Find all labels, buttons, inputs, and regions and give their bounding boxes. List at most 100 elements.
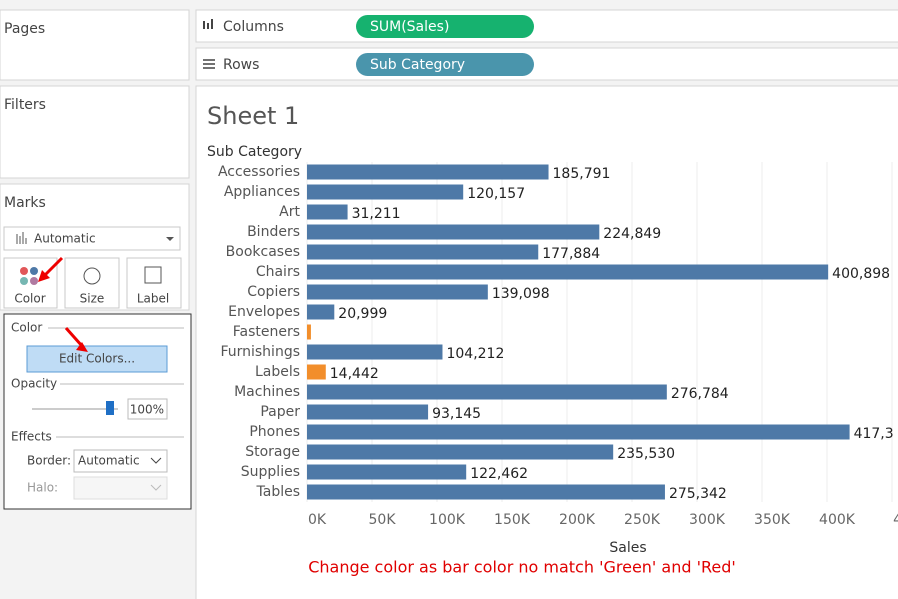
border-label: Border: [27,454,71,468]
value-label: 177,884 [542,246,600,262]
color-button[interactable] [3,257,58,309]
button-label: Color [14,292,45,306]
y-tick-label: Labels [255,364,300,380]
value-label: 93,145 [432,406,481,422]
value-label: 31,211 [352,206,401,222]
y-tick-label: Storage [245,444,300,460]
y-tick-label: Chairs [256,264,300,280]
value-label: 20,999 [338,306,387,322]
y-tick-label: Tables [256,484,301,500]
x-tick-label: 250K [624,512,661,528]
y-tick-label: Supplies [241,464,300,480]
border-dropdown[interactable] [73,449,168,473]
bar [307,424,850,440]
halo-dropdown [73,476,168,500]
border-value: Automatic [78,454,140,468]
sales-pill[interactable] [356,15,534,38]
y-tick-label: Paper [260,404,300,420]
section-title: Color [11,321,42,335]
button-label: Label [137,292,169,306]
sheet-title: Sheet 1 [207,102,299,130]
y-tick-label: Art [279,204,300,220]
icon [20,277,28,285]
plot: 0K 50K 100K 150K 200K 250K 300K 350K 400K 45 Acces… [218,162,898,528]
x-tick-label: 50K [369,512,397,528]
size-button[interactable] [64,257,120,309]
x-axis-title: Sales [609,540,646,556]
x-tick-label: 100K [429,512,466,528]
value-label: 104,212 [446,346,504,362]
icon [30,277,38,285]
pages-panel [0,9,190,81]
shelf-label: Columns [223,19,284,35]
icon [144,266,162,284]
mark-type: Automatic [34,232,96,246]
x-tick-label: 45 [893,512,898,528]
bar [307,344,443,360]
x-tick-label: 200K [559,512,596,528]
arrow [64,327,84,347]
icon [83,267,101,285]
dropdown-arrow [150,457,162,464]
y-tick-label: Bookcases [226,244,300,260]
slider-thumb[interactable] [106,401,114,415]
button-label: Edit Colors... [59,352,135,366]
bar [307,464,467,480]
sub-category-pill[interactable] [356,53,534,76]
value-label: 276,784 [671,386,729,402]
bar [307,304,335,320]
value-label: 275,342 [669,486,727,502]
pages-title: Pages [4,21,45,37]
value-label: 400,898 [832,266,890,282]
marks-title: Marks [4,195,46,211]
icon [203,19,213,29]
bar [307,284,488,300]
button-label: Size [80,292,105,306]
filters-panel [0,85,190,179]
halo-label: Halo: [27,481,58,495]
y-tick-label: Copiers [247,284,300,300]
value-label: 122,462 [470,466,528,482]
value-label: 235,530 [617,446,675,462]
y-tick-label: Fasteners [233,324,300,340]
mark-type-dropdown[interactable] [3,226,181,251]
x-tick-label: 300K [689,512,726,528]
opacity-value: 100% [130,403,164,417]
y-tick-label: Phones [249,424,300,440]
edit-colors-button[interactable] [26,345,168,373]
bar [307,264,829,280]
label-button[interactable] [126,257,182,309]
x-tick-label: 350K [754,512,791,528]
y-axis-title: Sub Category [207,144,302,160]
bar [307,184,464,200]
arrow [42,256,64,278]
y-tick-label: Appliances [224,184,300,200]
bar [307,224,600,240]
bar [307,204,348,220]
annotation: Change color as bar color no match 'Gree… [308,558,736,577]
y-tick-label: Accessories [218,164,300,180]
rows-shelf [195,47,898,81]
icon [203,59,215,69]
value-label: 120,157 [467,186,525,202]
bar-icon [16,232,27,244]
opacity-input[interactable] [127,398,168,420]
arrow-head [38,270,50,282]
arrow-head [76,342,88,352]
x-tick-label: 150K [494,512,531,528]
pill-label: Sub Category [370,57,465,73]
y-tick-label: Furnishings [220,344,300,360]
dropdown-arrow [150,484,162,491]
pill-label: SUM(Sales) [370,19,449,35]
bar [307,404,429,420]
x-tick-label: 400K [819,512,856,528]
bar [307,324,311,340]
bar [307,164,549,180]
bar [307,444,614,460]
y-tick-label: Binders [247,224,300,240]
value-label: 224,849 [603,226,661,242]
bar [307,384,667,400]
bar [307,364,326,380]
x-tick-label: 0K [308,512,327,528]
